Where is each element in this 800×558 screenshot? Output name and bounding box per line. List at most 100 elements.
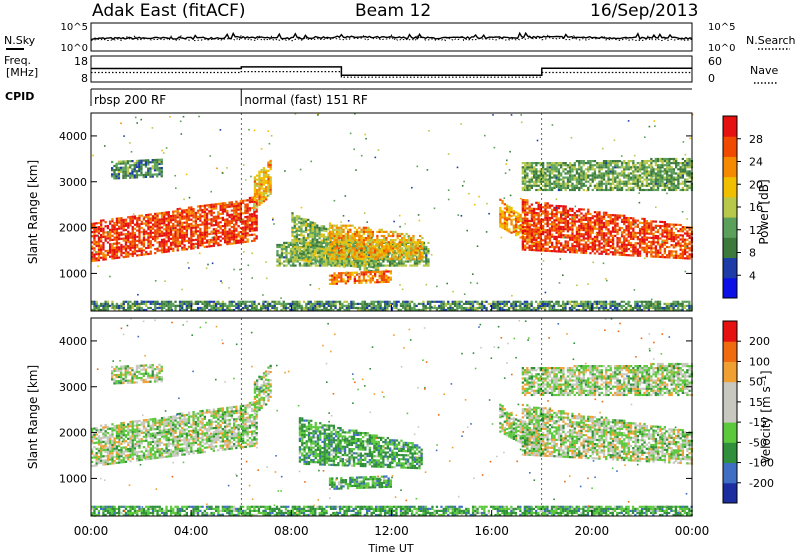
- power-cell: [134, 215, 136, 217]
- power-cell: [307, 233, 309, 235]
- power-cell: [233, 205, 235, 207]
- power-cell: [634, 250, 636, 252]
- power-cell: [560, 179, 562, 181]
- power-cell: [342, 272, 344, 274]
- power-cell: [233, 238, 235, 240]
- power-cell: [643, 239, 645, 241]
- power-cell: [421, 237, 423, 239]
- power-cell: [190, 215, 192, 217]
- power-cell: [385, 239, 387, 241]
- power-cell: [145, 231, 147, 233]
- power-cell: [179, 216, 181, 218]
- power-cell: [504, 222, 506, 224]
- power-cell: [664, 252, 666, 254]
- power-cell: [605, 245, 607, 247]
- power-cell: [603, 245, 605, 247]
- power-cell: [222, 225, 224, 227]
- power-cell: [515, 218, 517, 220]
- power-cell: [347, 249, 349, 251]
- power-cell: [125, 175, 127, 177]
- power-cell: [524, 205, 526, 207]
- power-cell: [303, 241, 305, 243]
- power-cell: [201, 211, 203, 213]
- power-cell: [296, 250, 298, 252]
- power-cell: [201, 236, 203, 238]
- power-cell: [331, 243, 333, 245]
- power-cell: [517, 231, 519, 233]
- power-cell: [116, 173, 118, 175]
- power-cell: [210, 210, 212, 212]
- power-cell: [215, 218, 217, 220]
- power-cell: [220, 217, 222, 219]
- power-cell: [587, 219, 589, 221]
- power-cell: [632, 254, 634, 256]
- power-cell: [336, 231, 338, 233]
- power-cell: [125, 239, 127, 241]
- power-cell: [419, 239, 421, 241]
- power-cell: [406, 256, 408, 258]
- power-cell: [336, 263, 338, 265]
- power-cell: [258, 204, 260, 206]
- power-cell: [560, 174, 562, 176]
- power-cell: [358, 241, 360, 243]
- power-cell: [621, 164, 623, 166]
- power-cell: [204, 234, 206, 236]
- power-cell: [650, 243, 652, 245]
- power-cell: [589, 166, 591, 168]
- power-cell: [347, 274, 349, 276]
- power-cell: [345, 225, 347, 227]
- power-cell: [549, 166, 551, 168]
- power-cell: [288, 242, 290, 244]
- power-cell: [522, 172, 524, 174]
- power-cell: [542, 212, 544, 214]
- power-cell: [553, 227, 555, 229]
- power-cell: [242, 239, 244, 241]
- power-cell: [321, 242, 323, 244]
- power-cell: [150, 232, 152, 234]
- power-cell: [558, 211, 560, 213]
- power-cell: [612, 189, 614, 191]
- power-cell: [206, 246, 208, 248]
- power-cell: [515, 211, 517, 213]
- power-cell: [562, 234, 564, 236]
- power-cell: [149, 161, 151, 163]
- power-cell: [303, 218, 305, 220]
- power-cell: [397, 251, 399, 253]
- power-cell: [206, 215, 208, 217]
- power-cell: [598, 164, 600, 166]
- power-cell: [206, 219, 208, 221]
- power-cell: [614, 231, 616, 233]
- power-cell: [325, 242, 327, 244]
- power-cell: [531, 187, 533, 189]
- power-cell: [312, 253, 314, 255]
- power-cell: [316, 224, 318, 226]
- power-cell: [646, 251, 648, 253]
- power-cell: [603, 174, 605, 176]
- power-cell: [549, 236, 551, 238]
- power-cell: [388, 241, 390, 243]
- power-cell: [589, 234, 591, 236]
- power-cell: [419, 235, 421, 237]
- power-cell: [655, 237, 657, 239]
- power-cell: [562, 222, 564, 224]
- power-cell: [249, 209, 251, 211]
- power-cell: [513, 212, 515, 214]
- power-cell: [614, 220, 616, 222]
- power-cell: [522, 203, 524, 205]
- power-cell: [231, 220, 233, 222]
- power-cell: [585, 217, 587, 219]
- power-cell: [544, 217, 546, 219]
- power-cell: [363, 254, 365, 256]
- power-cell: [183, 228, 185, 230]
- power-cell: [312, 244, 314, 246]
- power-cell: [370, 231, 372, 233]
- power-cell: [177, 237, 179, 239]
- power-cell: [98, 251, 100, 253]
- power-cell: [526, 218, 528, 220]
- power-cell: [616, 214, 618, 216]
- power-cell: [538, 185, 540, 187]
- power-cell: [634, 168, 636, 170]
- power-cell: [261, 169, 263, 171]
- power-cell: [197, 234, 199, 236]
- power-cell: [251, 226, 253, 228]
